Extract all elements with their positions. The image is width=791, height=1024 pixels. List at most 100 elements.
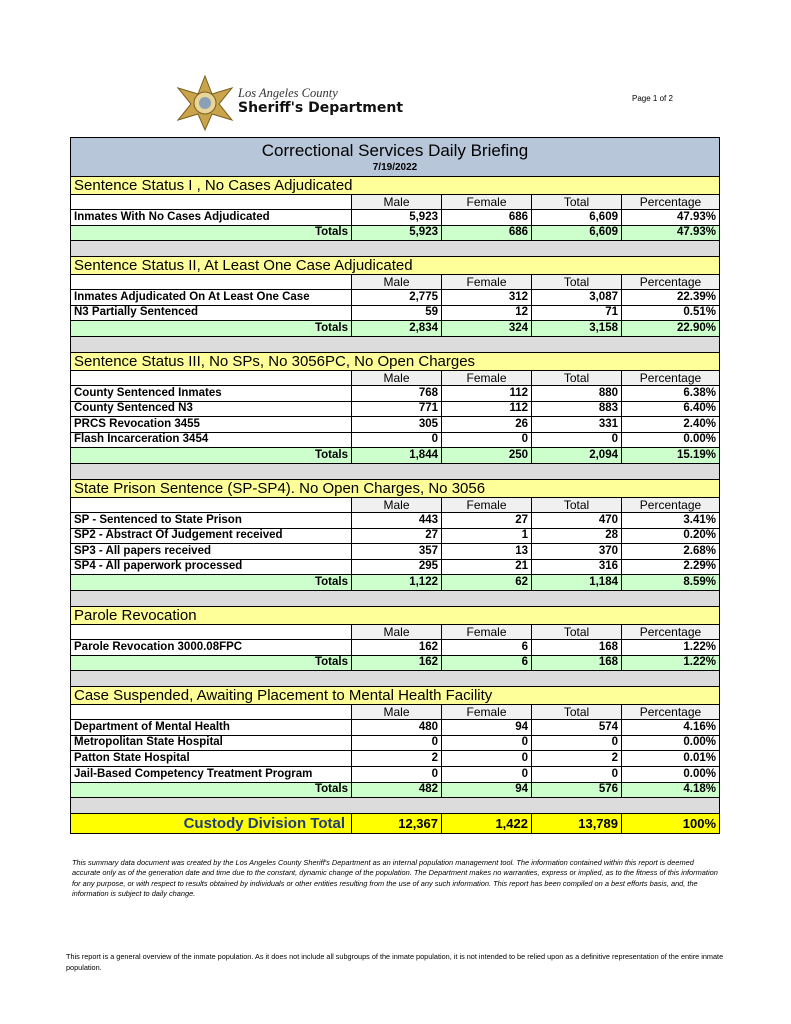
grand-total-value: 13,789 (531, 813, 622, 835)
data-row-value: 312 (441, 289, 532, 306)
data-row-value: 0 (441, 750, 532, 767)
date: 7/19/2022 (372, 162, 418, 173)
data-row-value: 0 (531, 766, 622, 783)
data-row-label: Metropolitan State Hospital (70, 734, 352, 752)
data-row-value: 28 (531, 527, 622, 545)
column-header: Female (441, 704, 532, 721)
data-row-label: County Sentenced N3 (70, 400, 352, 418)
data-row-value: 0.00% (621, 766, 720, 783)
totals-row-value: 1,184 (531, 574, 622, 591)
data-row-value: 331 (531, 416, 622, 433)
column-header: Male (351, 194, 442, 210)
column-header: Percentage (621, 624, 720, 640)
totals-row-value: 250 (441, 447, 532, 464)
column-header-blank (70, 370, 352, 386)
data-row-value: 0 (351, 734, 442, 752)
totals-row-value: 8.59% (621, 574, 720, 591)
column-header: Percentage (621, 497, 720, 513)
data-row-value: 26 (441, 416, 532, 433)
data-row-value: 480 (351, 719, 442, 736)
data-row-label: Flash Incarceration 3454 (70, 431, 352, 449)
org-line-2: Sheriff's Department (238, 99, 404, 116)
data-row-value: 22.39% (621, 289, 720, 306)
data-row-value: 771 (351, 400, 442, 418)
data-row-value: 162 (351, 639, 442, 656)
totals-row-value: 62 (441, 574, 532, 591)
data-row-label: Jail-Based Competency Treatment Program (70, 766, 352, 783)
column-header: Total (531, 704, 622, 721)
data-row-value: 4.16% (621, 719, 720, 736)
data-row-value: 47.93% (621, 209, 720, 226)
column-header: Female (441, 370, 532, 386)
totals-row-value: 2,094 (531, 447, 622, 464)
data-row-value: 0 (441, 734, 532, 752)
spacer-row (70, 670, 720, 688)
section-title: Sentence Status III, No SPs, No 3056PC, … (70, 352, 720, 371)
data-row-value: 0 (531, 431, 622, 449)
data-row-value: 112 (441, 400, 532, 418)
totals-row-value: 15.19% (621, 447, 720, 464)
totals-row-value: 22.90% (621, 320, 720, 337)
column-header: Female (441, 274, 532, 291)
totals-row-value: 162 (351, 654, 442, 672)
data-row-label: SP4 - All paperwork processed (70, 558, 352, 576)
data-row-value: 0.00% (621, 431, 720, 449)
data-row-value: 883 (531, 400, 622, 418)
data-row-value: 112 (441, 385, 532, 402)
column-header: Percentage (621, 704, 720, 721)
data-row-value: 316 (531, 558, 622, 576)
column-header: Female (441, 624, 532, 640)
data-row-value: 0.00% (621, 734, 720, 752)
column-header: Percentage (621, 274, 720, 291)
totals-row-value: 686 (441, 224, 532, 242)
spacer-row (70, 463, 720, 480)
grand-total-value: 12,367 (351, 813, 442, 835)
totals-row-label: Totals (70, 224, 352, 242)
data-row-label: Department of Mental Health (70, 719, 352, 736)
data-row-value: 168 (531, 639, 622, 656)
section-title: State Prison Sentence (SP-SP4). No Open … (70, 479, 720, 498)
spacer-row (70, 336, 720, 353)
data-row-value: 0 (351, 766, 442, 783)
section-title: Parole Revocation (70, 606, 720, 625)
data-row-value: 5,923 (351, 209, 442, 226)
totals-row-value: 168 (531, 654, 622, 672)
data-row-value: 357 (351, 543, 442, 560)
totals-row-value: 6,609 (531, 224, 622, 242)
column-header: Total (531, 194, 622, 210)
grand-total-value: 1,422 (441, 813, 532, 835)
title: Correctional Services Daily Briefing (261, 141, 529, 160)
totals-row-value: 1,844 (351, 447, 442, 464)
totals-row-value: 3,158 (531, 320, 622, 337)
column-header-blank (70, 704, 352, 721)
totals-row-value: 482 (351, 781, 442, 799)
data-row-value: 2.40% (621, 416, 720, 433)
data-row-value: 27 (441, 512, 532, 529)
column-header: Percentage (621, 194, 720, 210)
data-row-value: 470 (531, 512, 622, 529)
spacer-row (70, 797, 720, 815)
totals-row-value: 4.18% (621, 781, 720, 799)
column-header-blank (70, 497, 352, 513)
data-row-value: 0 (531, 734, 622, 752)
column-header: Male (351, 704, 442, 721)
totals-row-value: 47.93% (621, 224, 720, 242)
column-header: Male (351, 274, 442, 291)
data-row-value: 768 (351, 385, 442, 402)
column-header: Total (531, 624, 622, 640)
totals-row-label: Totals (70, 320, 352, 337)
data-row-value: 0 (351, 431, 442, 449)
totals-row-label: Totals (70, 574, 352, 591)
grand-total-label: Custody Division Total (70, 813, 352, 835)
grand-total-value: 100% (621, 813, 720, 835)
column-header-blank (70, 194, 352, 210)
column-header: Male (351, 370, 442, 386)
data-row-value: 3.41% (621, 512, 720, 529)
column-header: Female (441, 194, 532, 210)
spacer-row (70, 590, 720, 607)
data-row-value: 2 (351, 750, 442, 767)
data-row-label: Parole Revocation 3000.08FPC (70, 639, 352, 656)
data-row-value: 1.22% (621, 639, 720, 656)
data-row-label: County Sentenced Inmates (70, 385, 352, 402)
totals-row-value: 6 (441, 654, 532, 672)
